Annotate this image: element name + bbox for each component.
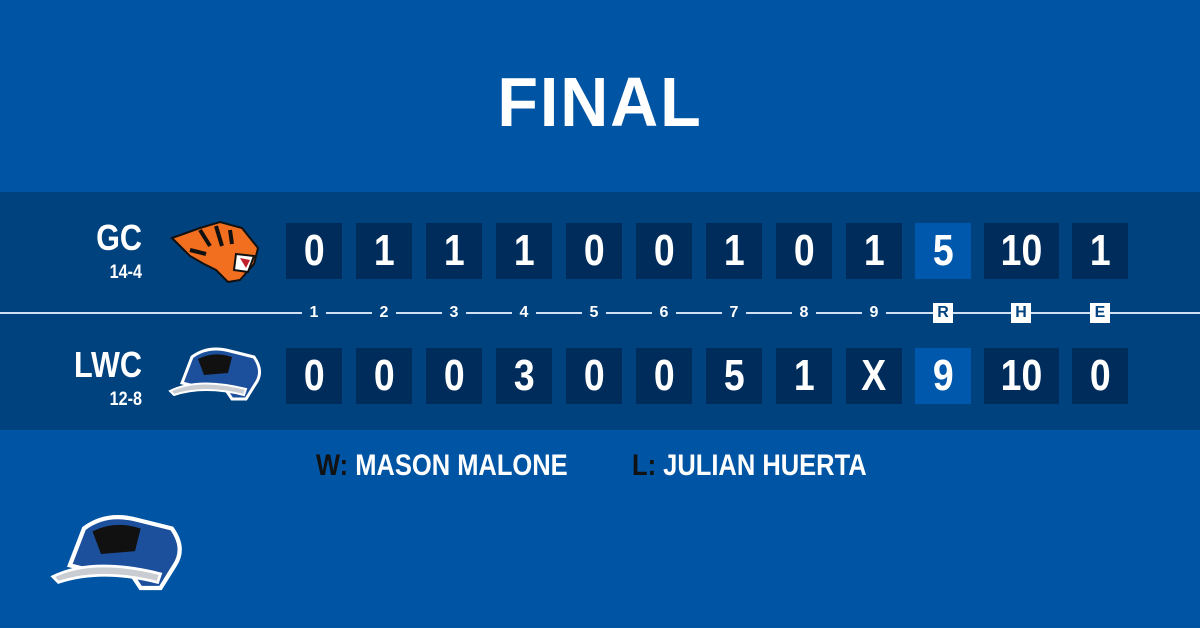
inning-score-box-value: 5: [723, 351, 745, 400]
inning-score-box: X: [846, 348, 902, 404]
inning-label: 2: [372, 302, 396, 324]
inning-score-box: 0: [636, 223, 692, 279]
inning-score-box-value: 1: [863, 226, 885, 275]
inning-label: 1: [302, 302, 326, 324]
team-record: 14-4: [109, 262, 142, 283]
winning-pitcher: W: MASON MALONE: [316, 448, 568, 484]
team-away: GC 14-4: [88, 220, 142, 284]
inning-score-box: 1: [846, 223, 902, 279]
total-label-e: E: [1090, 303, 1110, 323]
inning-score-box: 1: [706, 223, 762, 279]
inning-score-box: 0: [776, 223, 832, 279]
inning-score-box-value: 3: [513, 351, 535, 400]
inning-score-box: 0: [356, 348, 412, 404]
inning-score-box: 1: [356, 223, 412, 279]
inning-score-box-value: 0: [303, 351, 325, 400]
tiger-logo-icon: [170, 220, 260, 284]
runs-box-value: 5: [932, 226, 954, 275]
inning-score-box-value: 0: [373, 351, 395, 400]
losing-pitcher: L: JULIAN HUERTA: [632, 448, 867, 484]
loss-name: JULIAN HUERTA: [663, 449, 867, 482]
inning-score-box-value: 1: [373, 226, 395, 275]
inning-label: 5: [582, 302, 606, 324]
inning-label: 8: [792, 302, 816, 324]
blue-raider-corner-logo-icon: [50, 515, 182, 591]
runs-box: 5: [915, 223, 971, 279]
win-key: W:: [316, 449, 349, 482]
errors-box-value: 0: [1089, 351, 1111, 400]
runs-box: 9: [915, 348, 971, 404]
inning-score-box: 0: [636, 348, 692, 404]
win-name: MASON MALONE: [355, 449, 568, 482]
hits-box: 10: [984, 223, 1059, 279]
inning-label: 4: [512, 302, 536, 324]
inning-label: 3: [442, 302, 466, 324]
inning-score-box: 0: [426, 348, 482, 404]
inning-score-box-value: 1: [443, 226, 465, 275]
inning-score-box-value: 1: [513, 226, 535, 275]
inning-score-box: 0: [286, 223, 342, 279]
inning-score-box: 1: [426, 223, 482, 279]
final-title: FINAL: [497, 63, 703, 141]
inning-score-box: 3: [496, 348, 552, 404]
inning-score-box: 0: [566, 348, 622, 404]
blue-raider-logo-icon: [168, 347, 261, 401]
total-label-h: H: [1011, 303, 1031, 323]
total-label-r: R: [933, 303, 953, 323]
inning-label: 6: [652, 302, 676, 324]
inning-label: 9: [862, 302, 886, 324]
inning-score-box: 1: [776, 348, 832, 404]
errors-box-value: 1: [1089, 226, 1111, 275]
inning-score-box-value: 1: [723, 226, 745, 275]
inning-score-box-value: 0: [303, 226, 325, 275]
inning-score-box-value: 0: [583, 226, 605, 275]
inning-score-box-value: 0: [443, 351, 465, 400]
inning-score-box-value: 1: [793, 351, 815, 400]
inning-score-box-value: 0: [793, 226, 815, 275]
hits-box: 10: [984, 348, 1059, 404]
team-abbr: GC: [96, 217, 142, 258]
inning-score-box-value: 0: [653, 226, 675, 275]
loss-key: L:: [632, 449, 657, 482]
inning-score-box: 5: [706, 348, 762, 404]
hits-box-value: 10: [1000, 226, 1043, 275]
errors-box: 1: [1072, 223, 1128, 279]
team-abbr: LWC: [74, 344, 142, 385]
hits-box-value: 10: [1000, 351, 1043, 400]
inning-score-box: 0: [286, 348, 342, 404]
inning-score-box: 0: [566, 223, 622, 279]
inning-score-box: 1: [496, 223, 552, 279]
errors-box: 0: [1072, 348, 1128, 404]
inning-score-box-value: X: [861, 351, 887, 400]
team-home: LWC 12-8: [62, 347, 142, 411]
inning-score-box-value: 0: [583, 351, 605, 400]
inning-score-box-value: 0: [653, 351, 675, 400]
runs-box-value: 9: [932, 351, 954, 400]
inning-label: 7: [722, 302, 746, 324]
team-record: 12-8: [109, 389, 142, 410]
